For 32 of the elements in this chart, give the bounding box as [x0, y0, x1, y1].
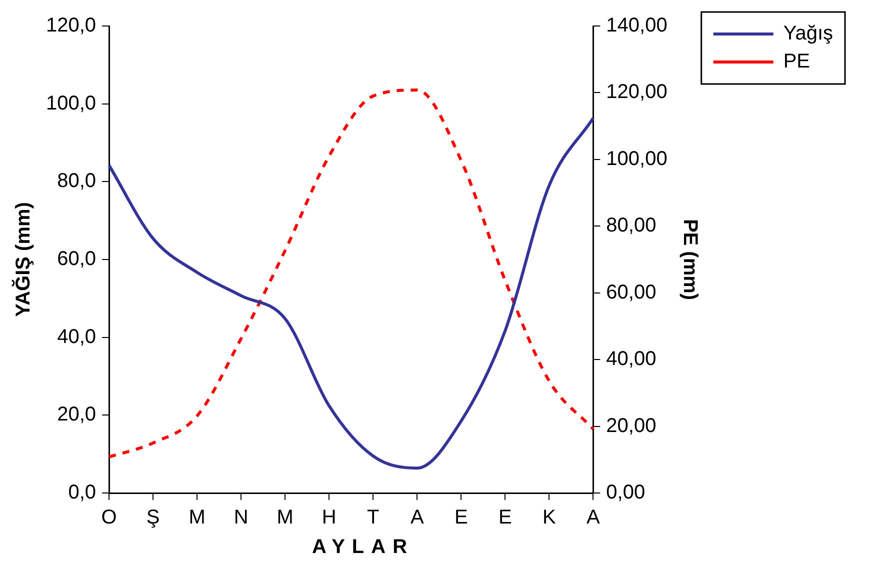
y-tick-label: 80,0: [57, 170, 96, 192]
y2-tick-label: 80,00: [606, 214, 656, 237]
y2-tick-label: 120,00: [606, 81, 668, 104]
x-tick-label: N: [234, 506, 248, 529]
x-tick-label: K: [542, 506, 556, 529]
y-tick-label: 0,0: [68, 482, 96, 504]
y-tick-label: 20,0: [57, 404, 96, 426]
y2-tick-label: 40,00: [606, 348, 656, 370]
y-tick-label: 60,0: [57, 248, 96, 270]
x-tick-label: T: [367, 506, 380, 529]
legend-label: PE: [783, 50, 810, 73]
legend-label: Yağış: [783, 22, 834, 45]
y2-tick-label: 0,00: [606, 482, 646, 504]
x-tick-label: O: [101, 506, 117, 529]
y2-tick-label: 20,00: [606, 414, 656, 437]
x-tick-label: E: [498, 506, 512, 529]
x-tick-label: H: [322, 506, 336, 529]
x-axis-title: AYLAR: [310, 536, 416, 559]
y-tick-label: 120,0: [46, 14, 96, 37]
y-tick-label: 100,0: [46, 92, 96, 114]
y-tick-label: 40,0: [57, 326, 96, 348]
y2-axis-title: PE (mm): [678, 218, 701, 300]
x-tick-label: A: [586, 506, 600, 529]
y2-tick-label: 60,00: [606, 281, 656, 304]
x-tick-label: Ş: [146, 506, 160, 529]
y2-tick-label: 100,00: [606, 148, 668, 170]
x-tick-label: A: [410, 506, 424, 529]
x-tick-label: M: [276, 506, 294, 529]
y2-tick-label: 140,00: [606, 14, 668, 37]
x-tick-label: E: [454, 506, 468, 529]
y-axis-title: YAĞIŞ (mm): [12, 202, 35, 317]
x-tick-label: M: [188, 506, 206, 529]
